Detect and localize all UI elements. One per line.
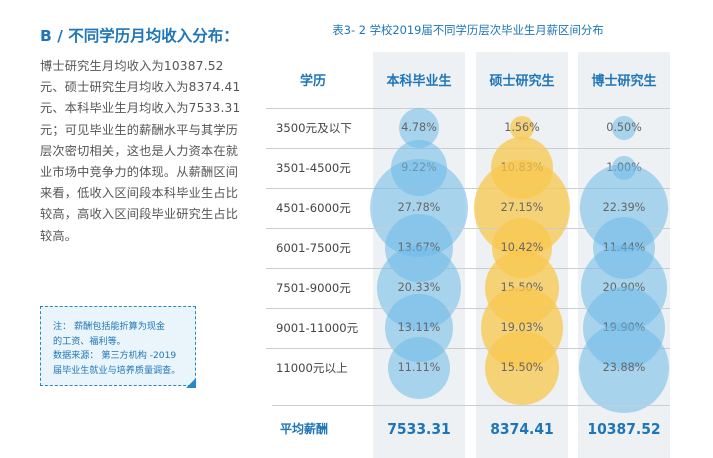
section-heading: B / 不同学历月均收入分布： <box>40 27 239 45</box>
note-corner-decoration <box>186 378 196 388</box>
row-label: 6001-7500元 <box>276 241 351 255</box>
average-salary-doctor: 10387.52 <box>587 420 661 438</box>
row-divider <box>266 108 670 109</box>
row-label: 9001-11000元 <box>276 321 359 335</box>
body-line: 业市场中竞争力的体现。从薪酬区间 <box>40 165 239 180</box>
value-label: 11.11% <box>397 361 441 374</box>
row-label: 3500元及以下 <box>276 121 352 135</box>
body-paragraph: 博士研究生月均收入为10387.52 元、硕士研究生月均收入为8374.41 元… <box>40 56 242 247</box>
row-divider <box>266 308 670 309</box>
column-header: 硕士研究生 <box>489 74 555 89</box>
note-line: 届毕业生就业与培养质量调查。 <box>53 365 181 376</box>
note-line: 数据来源： 第三方机构 -2019 <box>53 351 177 362</box>
source-note: 注： 薪酬包括能折算为现金 的工资、福利等。 数据来源： 第三方机构 -2019… <box>40 306 196 386</box>
body-line: 较高，高收入区间段毕业研究生占比 <box>40 207 239 222</box>
bubble-mark <box>485 331 559 405</box>
row-label: 7501-9000元 <box>276 281 351 295</box>
body-line: 元、硕士研究生月均收入为8374.41 <box>40 80 241 95</box>
row-label: 4501-6000元 <box>276 201 351 215</box>
value-label: 4.78% <box>401 121 437 134</box>
body-line: 层次密切相关，这也是人力资本在就 <box>40 143 239 158</box>
note-line: 注： 薪酬包括能折算为现金 <box>53 322 166 332</box>
average-separator <box>272 405 670 406</box>
body-line: 来看，低收入区间段本科毕业生占比 <box>40 186 239 201</box>
row-divider <box>266 228 670 229</box>
bubble-mark <box>510 116 534 140</box>
row-divider <box>266 148 670 149</box>
body-line: 较高。 <box>40 228 78 243</box>
value-label: 10.42% <box>500 241 544 254</box>
average-salary-undergrad: 7533.31 <box>387 420 451 438</box>
body-line: 元、本科毕业生月均收入为7533.31 <box>40 101 241 116</box>
row-header-label: 学历 <box>299 74 326 89</box>
row-divider <box>266 268 670 269</box>
average-salary-label: 平均薪酬 <box>280 422 329 436</box>
value-label: 23.88% <box>602 361 646 374</box>
value-label: 19.03% <box>500 321 544 334</box>
table-caption: 表3- 2 学校2019届不同学历层次毕业生月薪区间分布 <box>332 23 604 37</box>
value-label: 15.50% <box>500 361 544 374</box>
row-label: 3501-4500元 <box>276 161 351 175</box>
body-line: 元；可见毕业生的薪酬水平与其学历 <box>40 122 239 137</box>
value-label: 22.39% <box>602 201 646 214</box>
value-label: 0.50% <box>606 121 642 134</box>
note-line: 的工资、福利等。 <box>53 336 126 347</box>
column-header: 博士研究生 <box>591 74 657 89</box>
value-label: 13.11% <box>397 321 441 334</box>
average-salary-master: 8374.41 <box>490 420 554 438</box>
value-label: 20.33% <box>397 281 441 294</box>
value-label: 27.15% <box>500 201 544 214</box>
value-label: 27.78% <box>397 201 441 214</box>
bubble-mark <box>578 322 670 414</box>
value-label: 1.56% <box>504 121 540 134</box>
body-line: 博士研究生月均收入为10387.52 <box>40 59 224 73</box>
bubble-mark <box>612 116 636 140</box>
row-divider <box>266 188 670 189</box>
bubble-mark <box>388 337 450 399</box>
row-divider <box>266 348 670 349</box>
column-header: 本科毕业生 <box>386 74 452 89</box>
row-label: 11000元以上 <box>276 361 348 375</box>
